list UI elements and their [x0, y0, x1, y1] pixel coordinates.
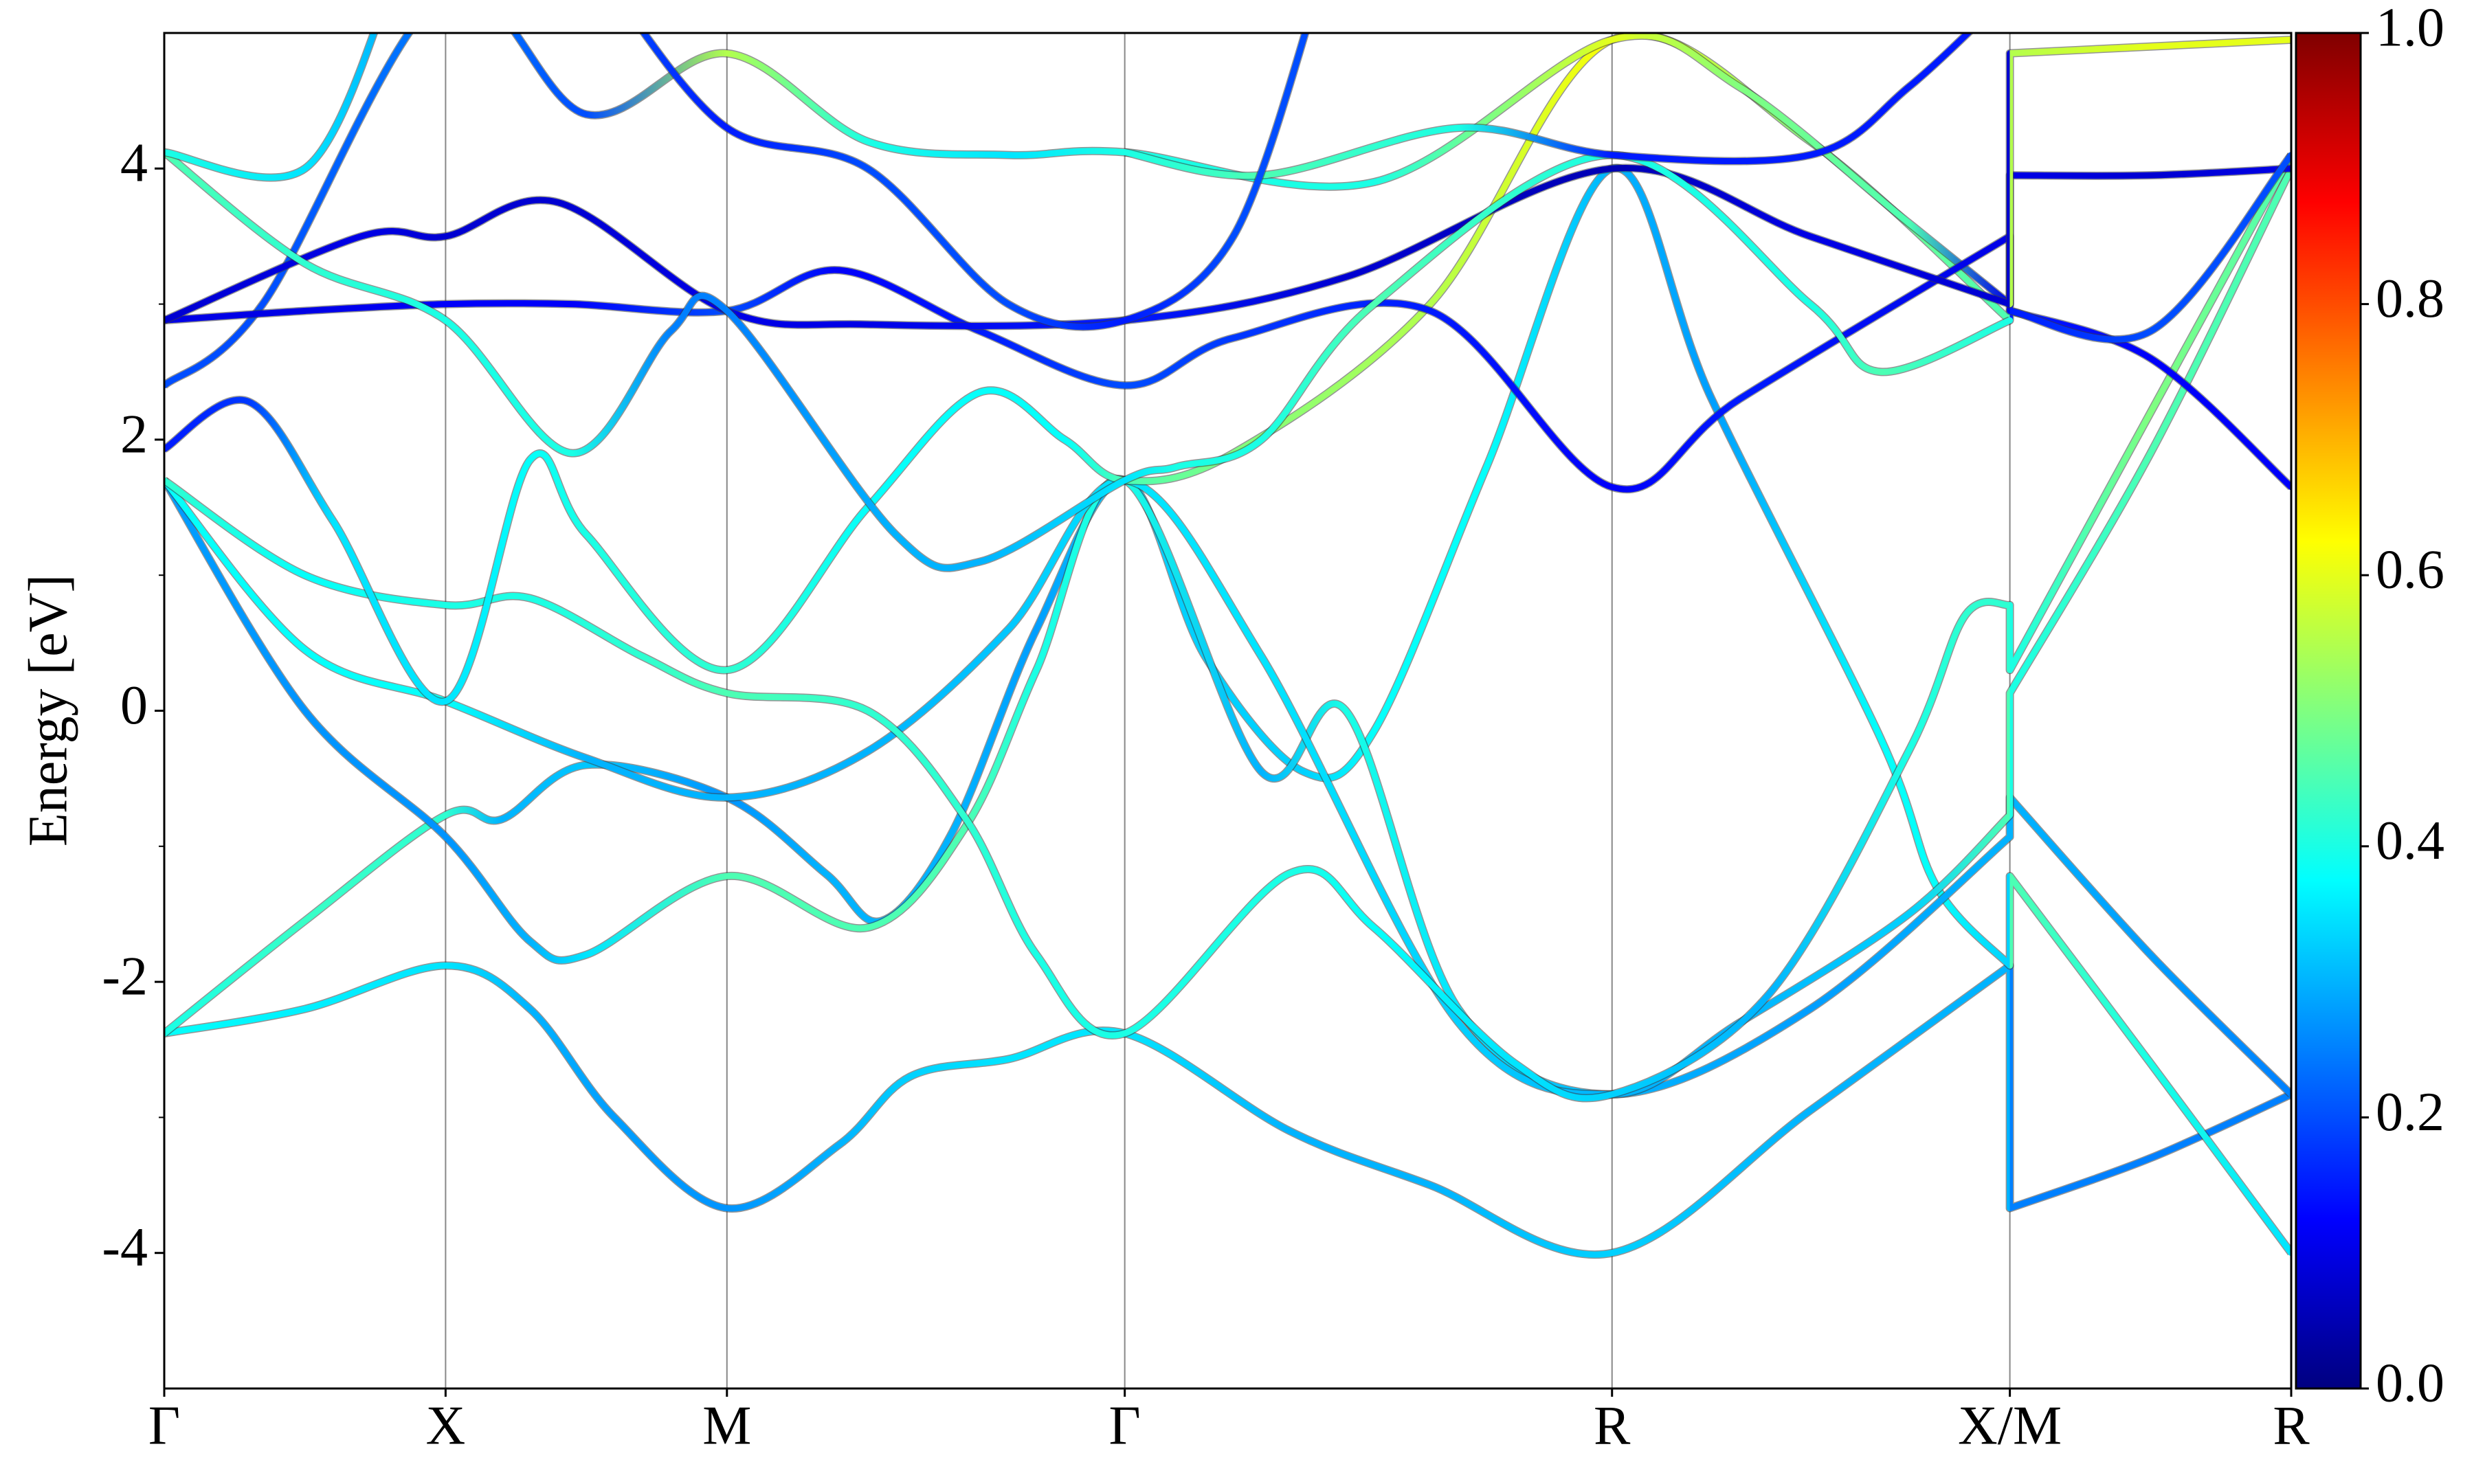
- colorbar-tick-label: 0.2: [2376, 1082, 2444, 1143]
- x-tick-label: X/M: [1958, 1395, 2062, 1456]
- band: [164, 962, 2291, 1258]
- band: [164, 165, 2291, 1098]
- y-tick-label: 0: [120, 675, 148, 736]
- y-axis-label: Energy [eV]: [18, 574, 78, 846]
- band: [164, 475, 2291, 1098]
- y-tick-label: 4: [120, 133, 148, 194]
- colorbar-tick-label: 1.0: [2376, 0, 2444, 58]
- bands: [164, 33, 2291, 1259]
- x-tick-label: X: [426, 1395, 466, 1456]
- x-tick-label: M: [702, 1395, 751, 1456]
- x-tick-label: R: [2273, 1395, 2310, 1456]
- colorbar-tick-label: 0.4: [2376, 811, 2444, 871]
- colorbar-tick-label: 0.0: [2376, 1353, 2444, 1413]
- band: [164, 36, 2291, 329]
- x-tick-label: R: [1594, 1395, 1631, 1456]
- x-tick-label: Γ: [148, 1395, 180, 1456]
- band: [164, 152, 2291, 1101]
- y-tick-label: -2: [102, 946, 148, 1007]
- plot-frame: [163, 32, 2293, 1390]
- band: [164, 152, 2291, 493]
- y-tick-label: 2: [120, 404, 148, 464]
- band: [640, 33, 1308, 330]
- y-tick-label: -4: [102, 1217, 148, 1278]
- x-tick-label: Γ: [1109, 1395, 1141, 1456]
- band: [164, 149, 2014, 572]
- band: [164, 165, 2291, 1257]
- colorbar-tick-label: 0.6: [2376, 540, 2444, 600]
- colorbar-tick-label: 0.8: [2376, 269, 2444, 329]
- colorbar: [2295, 32, 2362, 1390]
- band: [164, 33, 377, 181]
